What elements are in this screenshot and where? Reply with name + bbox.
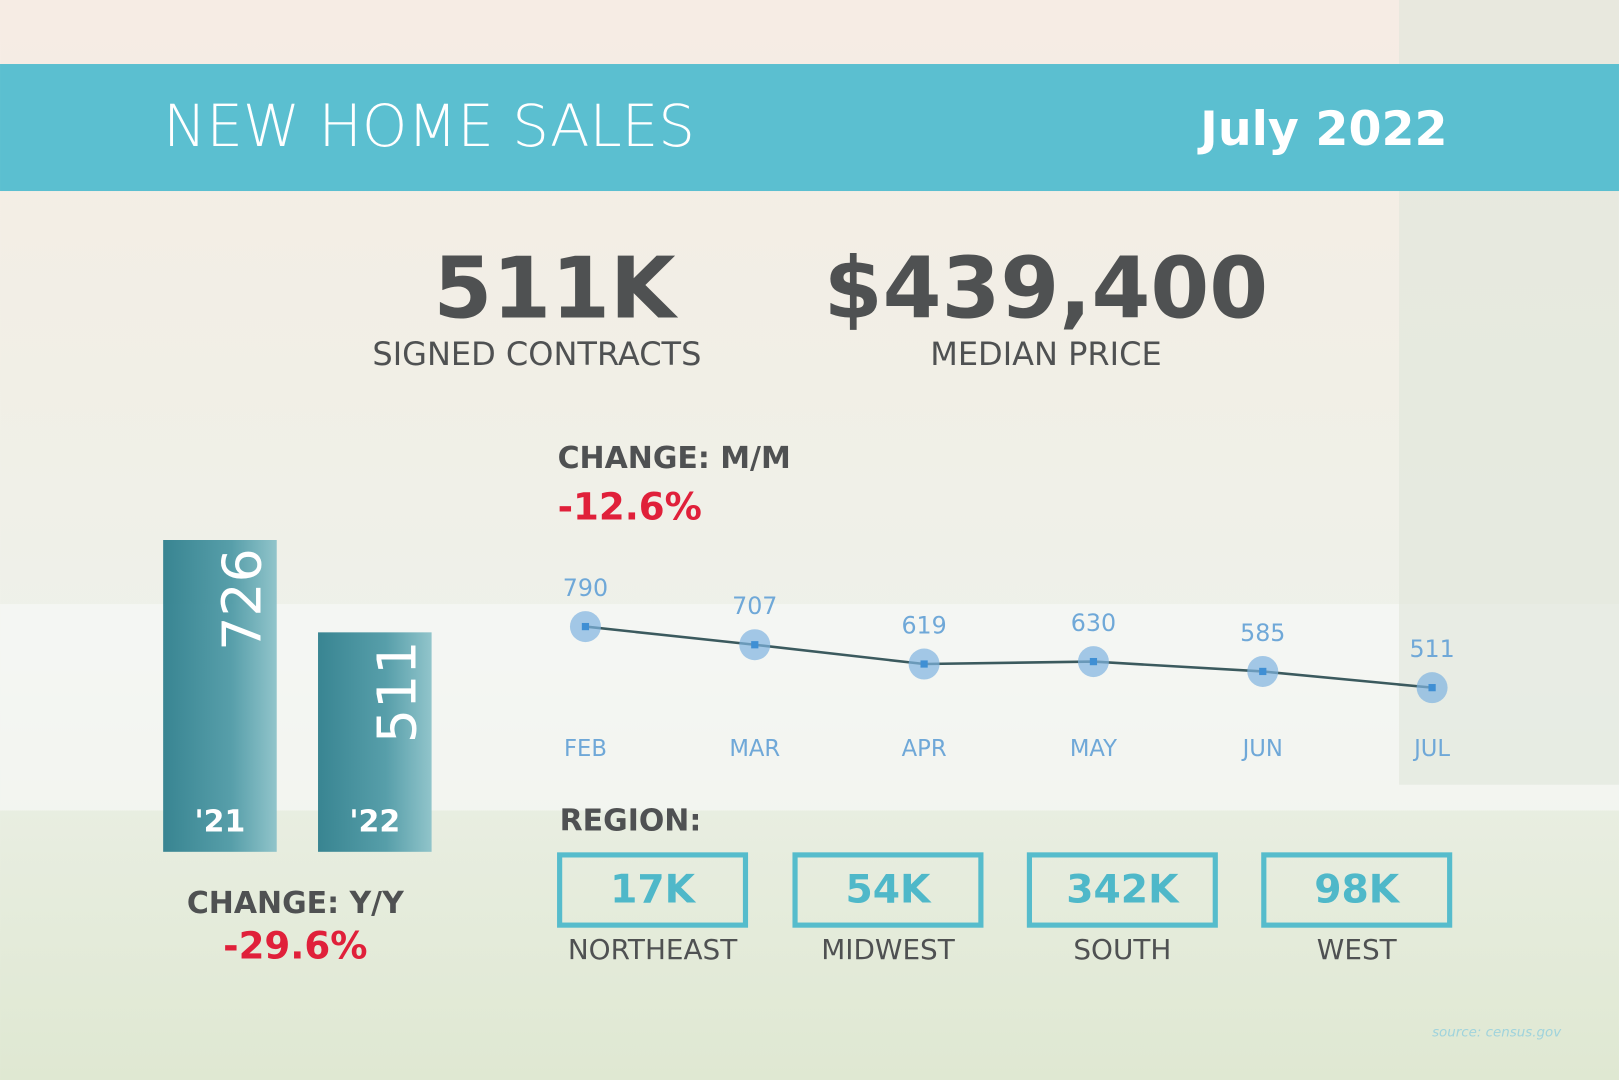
region-box <box>792 852 984 928</box>
point-value-label: 619 <box>901 611 946 639</box>
bar-value-label: 726 <box>210 548 273 650</box>
region-title: REGION: <box>560 803 702 838</box>
point-value-label: 790 <box>563 574 608 602</box>
change-value: -29.6% <box>223 923 367 967</box>
region-name: SOUTH <box>1073 933 1171 966</box>
region-value: 54K <box>845 868 932 913</box>
point-value-label: 511 <box>1409 635 1454 663</box>
region-name: NORTHEAST <box>568 933 738 966</box>
bar <box>163 540 277 852</box>
change-value: -12.6% <box>558 485 702 529</box>
line <box>585 625 1433 689</box>
source: source: census.gov <box>1432 1026 1562 1041</box>
x-tick-label: APR <box>902 736 947 762</box>
region-value: 342K <box>1066 868 1180 913</box>
point-center <box>1428 684 1436 692</box>
stat-value: 511K <box>433 239 679 338</box>
header-date: July 2022 <box>1197 102 1447 157</box>
point-value-label: 585 <box>1240 619 1285 647</box>
change-label: CHANGE: Y/Y <box>187 886 404 921</box>
x-tick-label: MAY <box>1070 736 1117 762</box>
bar-category-label: '22 <box>349 804 400 839</box>
region-box <box>1261 852 1453 928</box>
bar-category-label: '21 <box>195 804 246 839</box>
point-center <box>1089 657 1098 666</box>
header-band <box>0 64 1619 192</box>
x-tick-label: FEB <box>564 736 607 762</box>
region-value: 17K <box>610 868 697 913</box>
point-center <box>581 622 590 631</box>
region-name: MIDWEST <box>821 933 956 966</box>
region-name: WEST <box>1317 933 1398 966</box>
x-tick-label: MAR <box>729 736 780 762</box>
point-center <box>920 660 928 668</box>
bar <box>318 632 432 852</box>
stat-label: MEDIAN PRICE <box>930 335 1161 373</box>
point-center <box>751 641 759 649</box>
stat-label: SIGNED CONTRACTS <box>372 335 701 373</box>
region-box <box>557 852 749 928</box>
region-box <box>1026 852 1218 928</box>
x-tick-label: JUN <box>1241 736 1283 762</box>
point-center <box>1259 667 1267 676</box>
point-value-label: 707 <box>732 592 777 620</box>
region-value: 98K <box>1314 868 1401 913</box>
x-tick-label: JUL <box>1412 736 1450 762</box>
change-label: CHANGE: M/M <box>558 441 791 476</box>
stat-value: $439,400 <box>824 239 1268 338</box>
point-value-label: 630 <box>1071 609 1116 637</box>
bar-value-label: 511 <box>365 641 428 743</box>
header-title: NEW HOME SALES <box>163 92 695 160</box>
